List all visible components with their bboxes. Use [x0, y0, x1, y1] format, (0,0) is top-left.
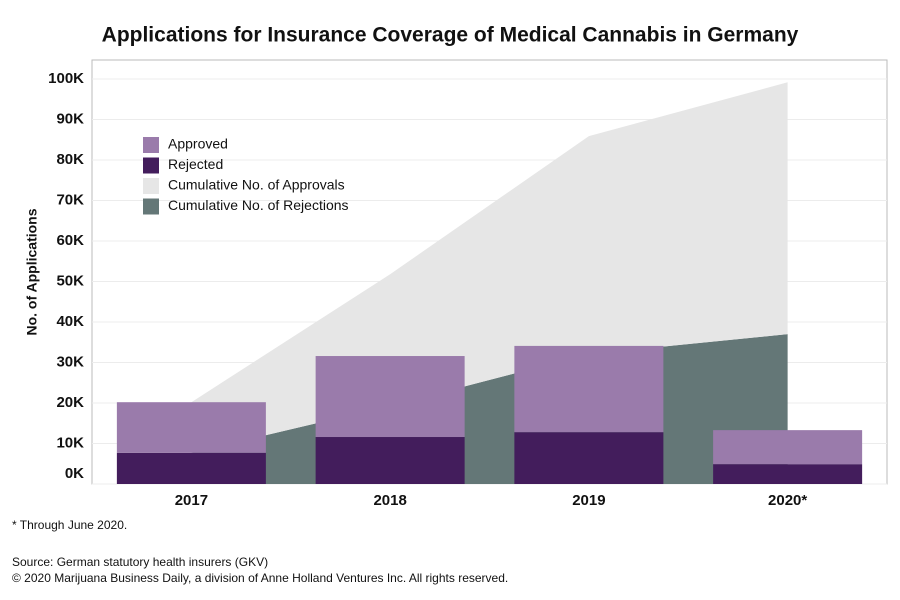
chart-title: Applications for Insurance Coverage of M…	[102, 24, 799, 47]
y-tick-label: 50K	[56, 272, 84, 289]
legend-label: Cumulative No. of Approvals	[168, 177, 345, 193]
y-tick-label: 20K	[56, 394, 84, 411]
legend-swatch	[143, 137, 159, 153]
x-tick-label: 2017	[175, 492, 208, 509]
x-tick-label: 2019	[572, 492, 605, 509]
y-tick-label: 40K	[56, 313, 84, 330]
legend-swatch	[143, 178, 159, 194]
y-tick-label: 10K	[56, 434, 84, 451]
legend-label: Cumulative No. of Rejections	[168, 197, 349, 213]
bar	[116, 402, 266, 453]
y-tick-label: 60K	[56, 232, 84, 249]
y-tick-label: 90K	[56, 110, 84, 127]
x-tick-label: 2018	[373, 492, 406, 509]
source: Source: German statutory health insurers…	[12, 555, 268, 569]
legend-swatch	[143, 198, 159, 215]
y-tick-label: 80K	[56, 151, 84, 168]
y-tick-label: 100K	[48, 70, 84, 87]
copyright: © 2020 Marijuana Business Daily, a divis…	[12, 571, 508, 585]
y-tick-label: 0K	[65, 465, 84, 482]
y-tick-label: 30K	[56, 353, 84, 370]
bar	[116, 452, 266, 484]
y-axis-label: No. of Applications	[24, 208, 40, 335]
legend-label: Rejected	[168, 156, 223, 172]
bar	[713, 430, 863, 465]
bar	[514, 432, 664, 484]
bar	[315, 356, 465, 438]
bar	[514, 345, 664, 433]
legend-label: Approved	[168, 136, 228, 152]
legend-swatch	[143, 157, 159, 174]
x-tick-label: 2020*	[768, 492, 807, 509]
y-tick-label: 70K	[56, 191, 84, 208]
footnote: * Through June 2020.	[12, 518, 127, 532]
bar	[315, 437, 465, 484]
bar	[713, 464, 863, 484]
